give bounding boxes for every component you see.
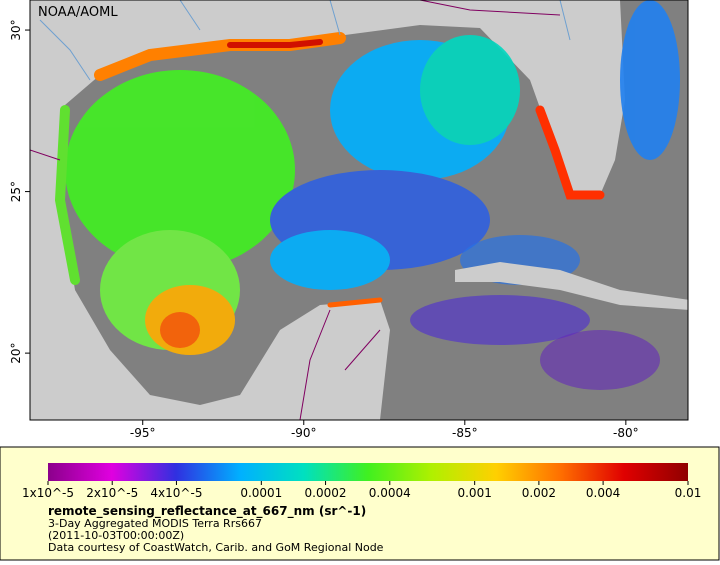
coastal-band <box>54 32 605 308</box>
credit: NOAA/AOML <box>38 5 118 20</box>
colorbar-tick-label: 0.004 <box>586 486 620 500</box>
rivers <box>39 0 571 81</box>
lon-tick-label: -85° <box>452 426 478 440</box>
axis-ticks: -95° -90° -85° -80° 20° 25° 30° <box>9 19 639 440</box>
lon-tick-label: -90° <box>291 426 317 440</box>
colorbar-tick-label: 0.01 <box>675 486 702 500</box>
colorbar-tick-label: 0.0001 <box>240 486 282 500</box>
cuba <box>455 262 688 310</box>
colorbar-ticks: 1x10^-5 2x10^-5 4x10^-5 0.0001 0.0002 0.0004 0… <box>22 481 701 500</box>
borders <box>30 0 561 420</box>
lat-tick-label: 25° <box>9 181 23 202</box>
lat-tick-label: 20° <box>9 342 23 363</box>
colorbar-tick-label: 0.002 <box>522 486 556 500</box>
map-area <box>30 0 688 420</box>
colorbar-tick-label: 0.001 <box>457 486 491 500</box>
colorbar-tick-label: 0.0004 <box>369 486 411 500</box>
legend-time: (2011-10-03T00:00:00Z) <box>48 529 184 542</box>
lat-tick-label: 30° <box>9 19 23 40</box>
lon-tick-label: -80° <box>613 426 639 440</box>
legend-source: Data courtesy of CoastWatch, Carib. and … <box>48 541 384 554</box>
legend-variable: remote_sensing_reflectance_at_667_nm (sr… <box>48 504 366 519</box>
lon-tick-label: -95° <box>130 426 156 440</box>
colorbar-tick-label: 4x10^-5 <box>150 486 202 500</box>
map-frame <box>29 0 689 421</box>
colorbar-tick-label: 1x10^-5 <box>22 486 74 500</box>
colorbar-tick-label: 2x10^-5 <box>86 486 138 500</box>
legend-dataset: 3-Day Aggregated MODIS Terra Rrs667 <box>48 517 262 530</box>
colorbar-tick-label: 0.0002 <box>305 486 347 500</box>
colorbar <box>48 463 688 481</box>
